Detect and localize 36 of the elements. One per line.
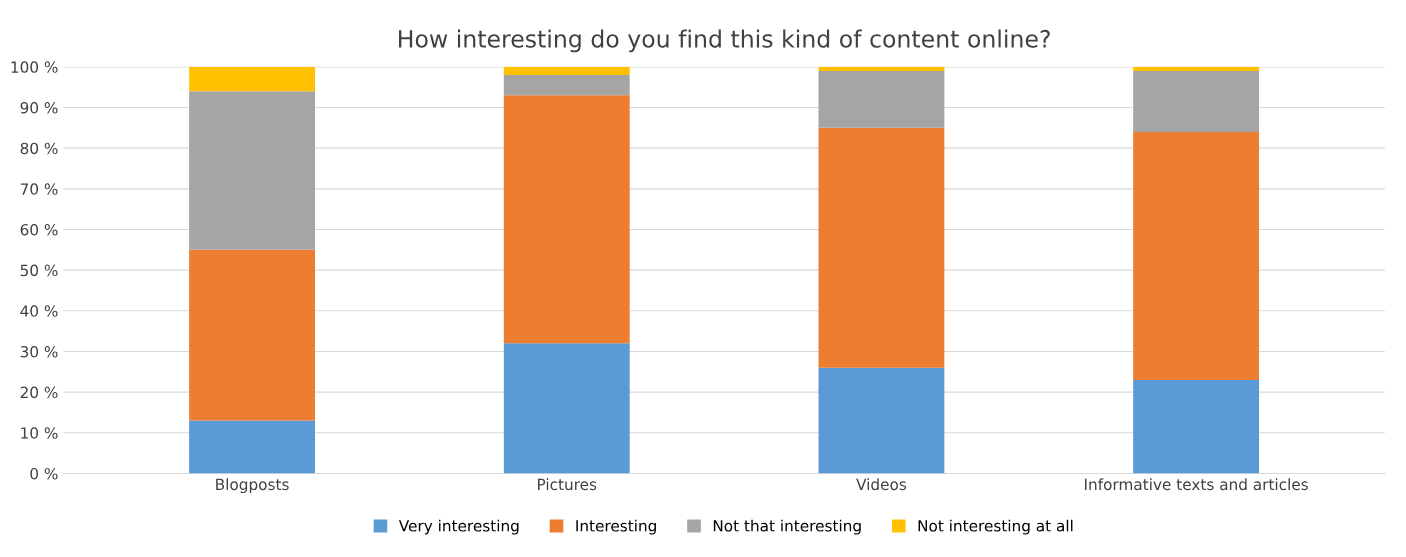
x-tick-label: Informative texts and articles bbox=[1085, 478, 1308, 491]
bar bbox=[818, 127, 945, 368]
x-tick-label: Blogposts bbox=[216, 478, 289, 494]
x-tick-label: Videos bbox=[856, 478, 907, 491]
bar bbox=[503, 74, 630, 96]
bar bbox=[503, 95, 630, 344]
y-tick-label: 80 % bbox=[20, 142, 58, 155]
bar bbox=[503, 343, 630, 474]
y-tick-label: 60 % bbox=[20, 223, 58, 236]
bar bbox=[818, 70, 945, 128]
y-tick-label: 50 % bbox=[20, 264, 58, 277]
bar bbox=[189, 249, 316, 421]
legend-label: Not interesting at all bbox=[918, 519, 1073, 535]
bar bbox=[189, 91, 316, 250]
bar bbox=[818, 66, 945, 71]
y-tick-label: 40 % bbox=[20, 305, 58, 317]
y-tick-label: 70 % bbox=[20, 183, 58, 195]
y-tick-label: 100 % bbox=[11, 61, 58, 73]
chart-title: How interesting do you find this kind of content online? bbox=[399, 29, 1050, 53]
bar bbox=[1133, 66, 1260, 71]
legend-label: Very interesting bbox=[398, 519, 519, 535]
y-tick-label: 10 % bbox=[21, 427, 58, 439]
bar bbox=[1133, 379, 1260, 474]
bar bbox=[818, 367, 945, 474]
y-tick-label: 20 % bbox=[20, 386, 58, 399]
legend-label: Not that interesting bbox=[713, 519, 861, 535]
x-tick-label: Pictures bbox=[538, 478, 597, 491]
y-tick-label: 0 % bbox=[30, 467, 58, 480]
bar bbox=[1133, 131, 1260, 380]
y-tick-label: 90 % bbox=[20, 101, 58, 114]
bar bbox=[503, 66, 630, 75]
y-tick-label: 30 % bbox=[20, 345, 58, 358]
bar bbox=[189, 420, 316, 474]
bar bbox=[1133, 70, 1260, 132]
bar bbox=[189, 66, 316, 92]
legend-label: Interesting bbox=[576, 519, 656, 535]
